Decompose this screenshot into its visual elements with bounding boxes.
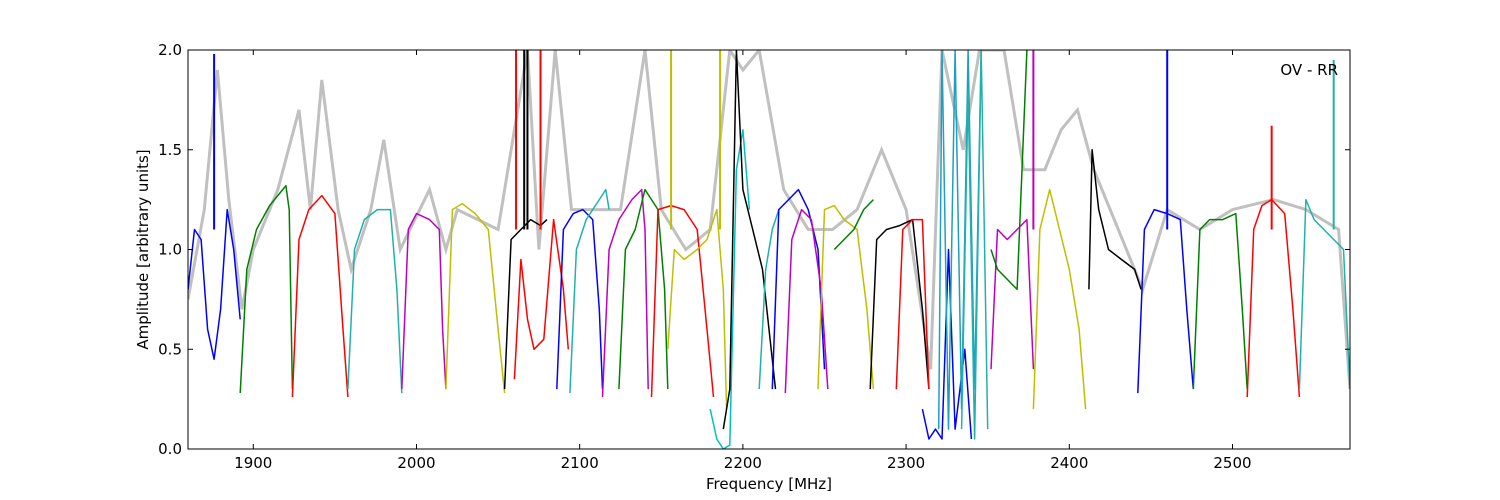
x-axis-label: Frequency [MHz] — [706, 475, 832, 493]
series-line-28 — [1032, 188, 1087, 410]
series-line-1 — [239, 184, 294, 394]
series-line-9 — [569, 188, 610, 394]
series-line-20 — [833, 199, 874, 251]
axis-ticks: 1900 2000 2100 2200 2300 2400 2500 0.0 0.5 1.0 1.5… — [158, 41, 1350, 472]
x-tick-label: 2500 — [1213, 454, 1251, 472]
series-line-6 — [503, 218, 548, 390]
x-tick-label: 2100 — [561, 454, 599, 472]
series-line-3 — [347, 208, 403, 394]
series-line-25 — [960, 50, 989, 440]
series-line-19 — [817, 204, 875, 390]
series-line-5 — [445, 202, 506, 394]
series-line-17 — [771, 188, 826, 390]
series-line-8 — [556, 208, 604, 390]
series-line-12 — [650, 204, 715, 398]
x-tick-label: 2200 — [724, 454, 762, 472]
series-line-21 — [869, 218, 930, 390]
series-line-13 — [667, 208, 728, 410]
series-line-27 — [990, 50, 1028, 291]
series-line-18 — [784, 208, 829, 394]
x-tick-label: 2000 — [397, 454, 435, 472]
series-line-10 — [601, 188, 649, 398]
y-tick-label: 2.0 — [158, 41, 182, 59]
spectrum-series — [188, 50, 1350, 449]
background-spectrum — [188, 50, 1350, 390]
series-line-14 — [709, 129, 751, 449]
series-line-29 — [1088, 149, 1142, 290]
y-tick-label: 1.0 — [158, 241, 182, 259]
y-tick-label: 0.0 — [158, 440, 182, 458]
x-tick-label: 1900 — [234, 454, 272, 472]
series-line-22 — [895, 218, 930, 390]
series-line-15 — [722, 50, 777, 430]
series-line-33 — [1298, 198, 1350, 390]
series-line-4 — [401, 212, 447, 390]
series-line-24 — [937, 50, 982, 430]
x-tick-label: 2400 — [1050, 454, 1088, 472]
series-line-26 — [990, 218, 1035, 370]
series-line-2 — [291, 194, 349, 398]
series-line-31 — [1192, 212, 1248, 390]
y-tick-label: 0.5 — [158, 340, 182, 358]
y-axis-label: Amplitude [arbitrary units] — [134, 149, 152, 349]
series-line-32 — [1246, 198, 1301, 398]
background-line — [188, 50, 1350, 390]
annotation-label: OV - RR — [1280, 61, 1338, 79]
series-line-11 — [618, 188, 669, 390]
series-line-30 — [1137, 208, 1195, 394]
series-line-16 — [758, 209, 780, 390]
series-line-0 — [188, 208, 241, 360]
y-tick-label: 1.5 — [158, 141, 182, 159]
x-tick-label: 2300 — [887, 454, 925, 472]
